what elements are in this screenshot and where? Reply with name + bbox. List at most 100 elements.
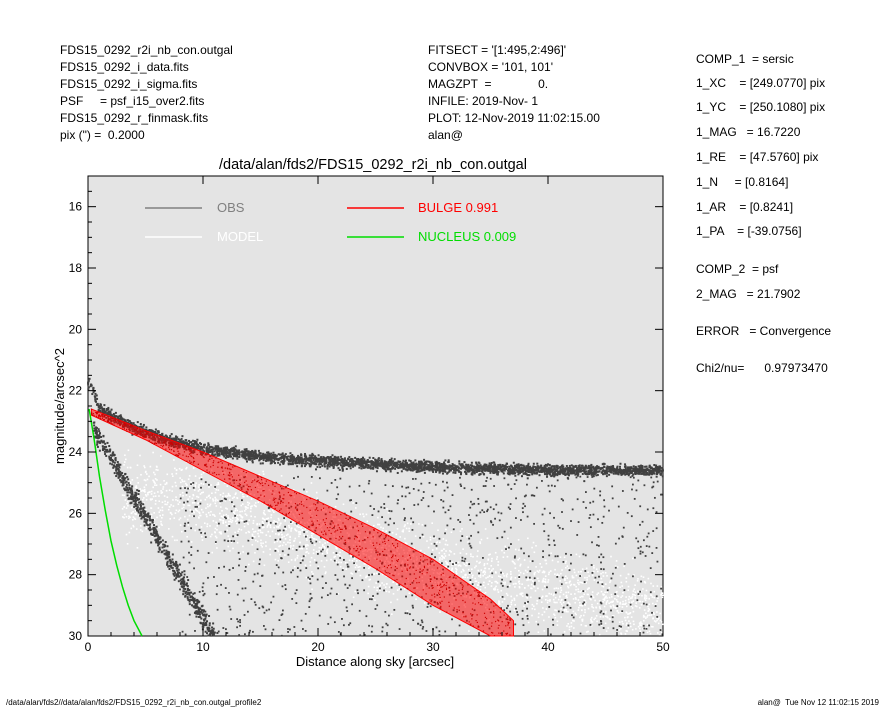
obs-point	[114, 411, 117, 414]
model-point	[211, 533, 213, 536]
model-point	[340, 556, 343, 559]
obs-point	[105, 408, 108, 411]
obs-point	[565, 464, 568, 467]
model-point	[459, 552, 462, 554]
model-point	[293, 539, 296, 542]
model-point	[568, 582, 571, 584]
obs-point	[500, 470, 503, 473]
model-point	[391, 613, 393, 615]
model-point	[300, 547, 303, 550]
model-point	[506, 594, 509, 597]
model-point	[179, 517, 182, 519]
obs-point	[430, 461, 433, 464]
model-point	[231, 497, 234, 500]
model-point	[491, 569, 493, 572]
obs-point	[95, 394, 98, 397]
model-point	[153, 480, 155, 483]
model-point	[303, 534, 305, 537]
obs-point	[273, 458, 276, 461]
model-point	[369, 578, 372, 581]
obs-point	[521, 470, 524, 473]
obs-point	[312, 454, 315, 457]
obs-point	[544, 466, 547, 469]
obs-point	[624, 473, 627, 476]
obs-point	[263, 457, 266, 460]
model-point	[575, 585, 577, 588]
model-point	[221, 498, 223, 501]
model-point	[510, 576, 513, 579]
obs-point	[102, 411, 105, 414]
model-point	[222, 514, 225, 517]
obs-point	[467, 465, 470, 468]
model-point	[188, 487, 191, 490]
model-point	[297, 531, 300, 533]
obs-point	[476, 463, 479, 466]
model-point	[268, 510, 271, 512]
obs-point	[164, 434, 167, 437]
model-point	[541, 613, 544, 616]
obs-point	[221, 451, 224, 454]
obs-point	[251, 461, 254, 464]
model-point	[477, 550, 479, 552]
model-point	[650, 582, 652, 585]
model-point	[210, 484, 212, 486]
obs-point	[369, 467, 372, 470]
model-point	[197, 486, 200, 488]
model-point	[526, 579, 528, 582]
model-point	[176, 539, 178, 542]
model-point	[590, 616, 593, 619]
header-mid-line: MAGZPT = 0.	[428, 77, 549, 91]
obs-point	[248, 458, 251, 461]
obs-point	[323, 463, 326, 466]
model-point	[459, 530, 462, 532]
model-point	[604, 591, 606, 594]
model-point	[511, 599, 513, 602]
model-point	[535, 544, 537, 547]
model-point	[236, 517, 239, 520]
obs-point	[598, 470, 601, 473]
model-point	[604, 612, 607, 614]
model-point	[541, 588, 544, 591]
obs-point	[358, 466, 361, 469]
model-point	[131, 479, 134, 481]
obs-point	[654, 466, 657, 469]
model-point	[275, 533, 277, 535]
model-point	[577, 590, 580, 593]
model-point	[326, 549, 329, 551]
model-point	[554, 601, 556, 604]
model-point	[450, 531, 453, 534]
obs-point	[351, 458, 354, 461]
model-point	[337, 553, 339, 556]
model-point	[178, 501, 181, 503]
model-point	[581, 605, 584, 607]
obs-point	[376, 467, 379, 470]
obs-point	[142, 423, 145, 426]
model-point	[223, 482, 226, 485]
model-point	[573, 620, 575, 622]
model-point	[586, 579, 588, 581]
model-point	[175, 472, 178, 475]
obs-point	[384, 460, 387, 463]
model-point	[349, 554, 352, 557]
model-point	[215, 521, 217, 524]
model-point	[292, 489, 295, 491]
obs-point	[581, 469, 584, 472]
model-point	[123, 516, 125, 519]
obs-point	[226, 446, 229, 449]
model-point	[501, 577, 503, 580]
obs-point	[573, 472, 576, 475]
model-point	[242, 503, 244, 505]
model-point	[634, 591, 637, 594]
obs-point	[606, 465, 609, 468]
model-point	[176, 499, 179, 502]
model-point	[242, 551, 244, 553]
model-point	[359, 559, 361, 562]
model-point	[592, 570, 595, 573]
model-point	[583, 599, 586, 602]
obs-point	[354, 463, 357, 466]
obs-point	[392, 462, 395, 465]
model-point	[468, 630, 470, 632]
obs-point	[564, 467, 567, 470]
model-point	[174, 467, 176, 470]
model-point	[310, 556, 313, 559]
